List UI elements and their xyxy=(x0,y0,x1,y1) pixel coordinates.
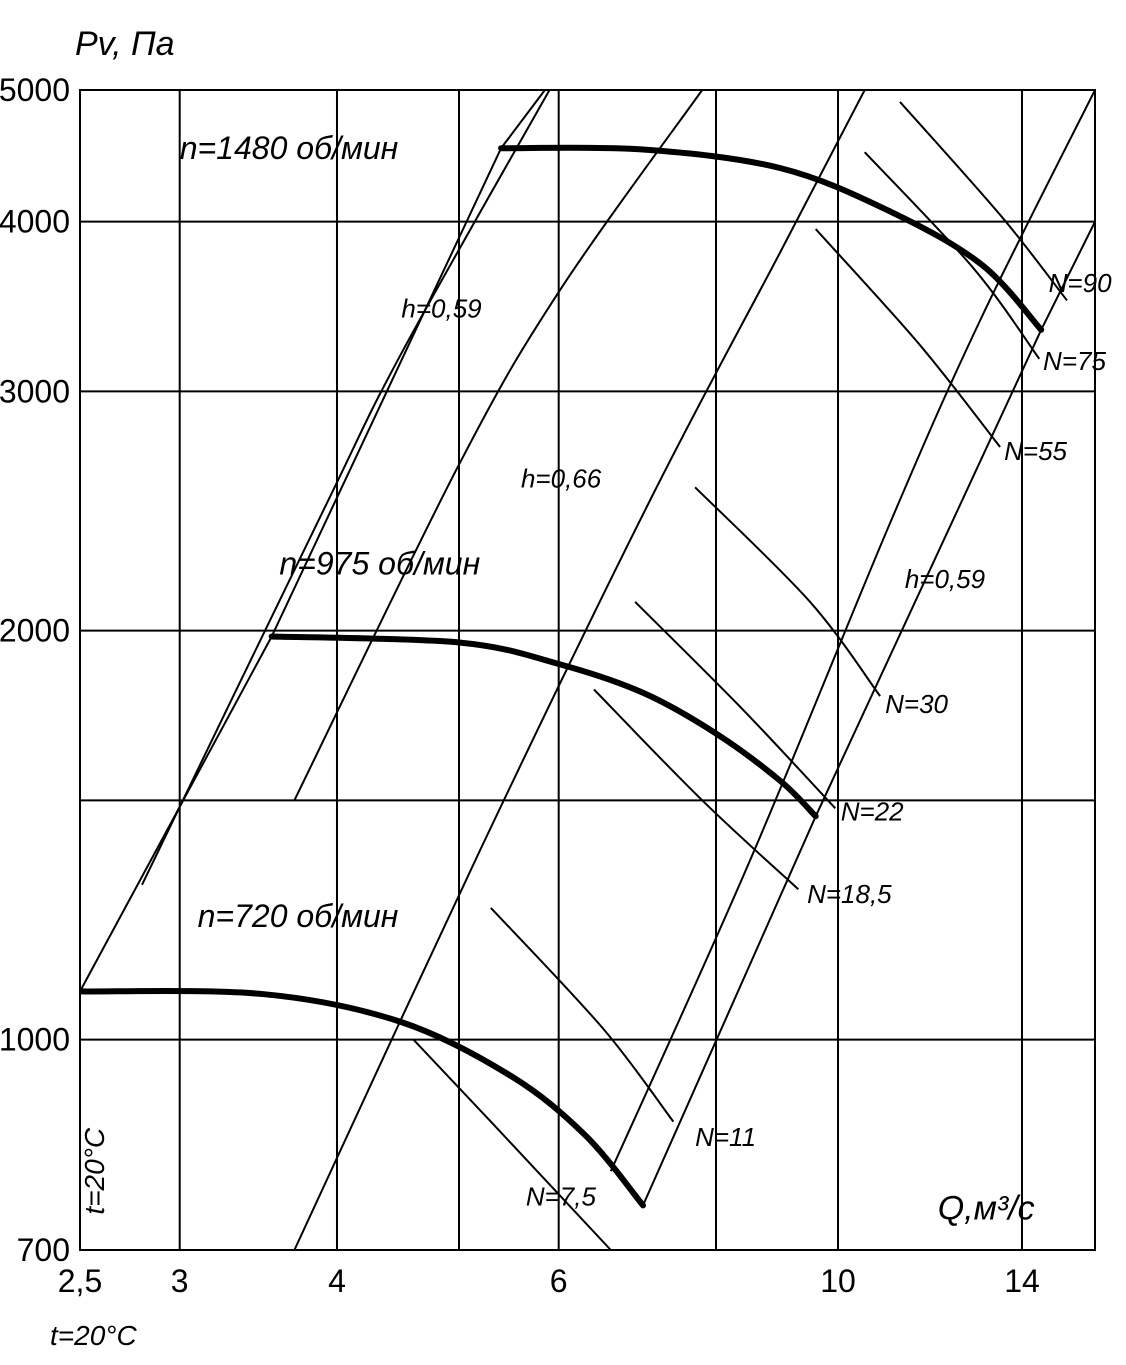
fan-chart: 2,5 3 4 6 10 14 700 1000 2000 3000 4000 5000Pv, Па Q… xyxy=(0,0,1126,1365)
x-tick-label: 10 xyxy=(820,1263,856,1299)
rpm-curve xyxy=(272,637,816,817)
rpm-label: n=720 об/мин xyxy=(198,898,399,934)
footnote: t=20°C xyxy=(50,1320,137,1351)
boundary-line xyxy=(80,90,545,991)
y-axis-title: Pv, Па xyxy=(75,25,175,63)
power-line xyxy=(865,152,1040,359)
power-label: N=90 xyxy=(1049,268,1112,298)
power-label: N=22 xyxy=(841,796,904,826)
power-line xyxy=(695,487,880,696)
rpm-curve xyxy=(501,148,1041,330)
y-tick-label: 1000 xyxy=(0,1022,70,1058)
power-label: N=18,5 xyxy=(807,879,892,909)
rpm-label: n=1480 об/мин xyxy=(180,130,399,166)
x-tick-label: 4 xyxy=(328,1263,346,1299)
y-tick-label: 3000 xyxy=(0,373,70,409)
x-tick-label: 14 xyxy=(1004,1263,1040,1299)
efficiency-label: h=0,59 xyxy=(401,294,481,324)
efficiency-line xyxy=(142,90,550,885)
power-label: N=55 xyxy=(1004,436,1067,466)
power-line xyxy=(491,908,674,1122)
rpm-label: n=975 об/мин xyxy=(279,545,480,581)
y-tick-label: 2000 xyxy=(0,613,70,649)
side-note: t=20°С xyxy=(79,1127,110,1214)
power-label: N=11 xyxy=(695,1122,756,1152)
x-tick-label: 3 xyxy=(171,1263,189,1299)
y-tick-label: 700 xyxy=(17,1232,70,1268)
power-label: N=75 xyxy=(1043,346,1106,376)
power-line xyxy=(900,102,1067,301)
x-tick-label: 2,5 xyxy=(58,1263,102,1299)
boundary-line xyxy=(643,222,1095,1206)
power-label: N=7,5 xyxy=(526,1181,597,1211)
y-tick-label: 5000 xyxy=(0,72,70,108)
efficiency-label: h=0,66 xyxy=(521,463,602,493)
efficiency-label: h=0,59 xyxy=(905,564,985,594)
power-label: N=30 xyxy=(885,689,948,719)
power-line xyxy=(413,1040,610,1250)
y-tick-label: 4000 xyxy=(0,204,70,240)
x-axis-title: Q,м³/с xyxy=(938,1189,1035,1227)
x-tick-label: 6 xyxy=(550,1263,568,1299)
